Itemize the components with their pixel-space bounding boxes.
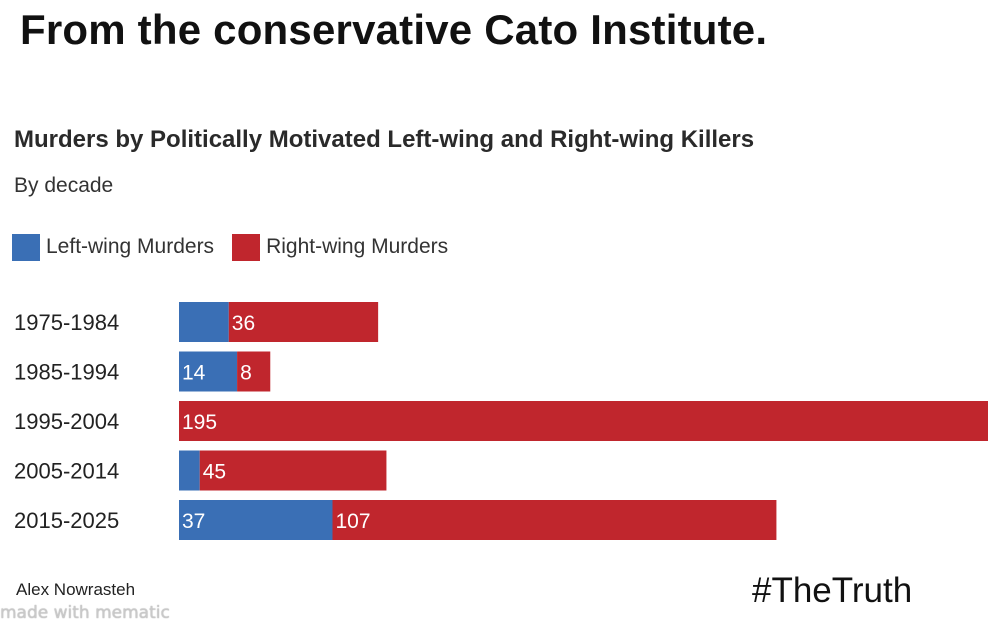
data-label-right-wing-2015-2025: 107 (336, 510, 371, 533)
bar-right-wing-1995-2004 (179, 401, 988, 441)
chart-legend: Left-wing Murders Right-wing Murders (12, 232, 466, 262)
category-label-1995-2004: 1995-2004 (14, 409, 119, 434)
legend-label-left-wing: Left-wing Murders (46, 235, 215, 258)
bar-chart: 1975-1984 36 1985-1994 14 8 1995-2004 195 2005-… (14, 302, 988, 540)
bar-left-wing-2005-2014 (179, 450, 200, 491)
data-label-left-wing-2015-2025: 37 (182, 510, 205, 533)
legend-swatch-left-wing (12, 233, 40, 261)
bar-right-wing-2005-2014 (199, 450, 387, 491)
chart-title: Murders by Politically Motivated Left-wi… (14, 126, 755, 153)
bar-left-wing-1985-1994 (179, 351, 238, 392)
category-label-1985-1994: 1985-1994 (14, 360, 119, 385)
hashtag: #TheTruth (752, 571, 913, 610)
category-label-1975-1984: 1975-1984 (14, 310, 119, 335)
legend-label-right-wing: Right-wing Murders (266, 235, 449, 258)
bar-right-wing-1985-1994 (237, 351, 271, 392)
data-label-left-wing-1985-1994: 14 (182, 362, 206, 385)
legend-item-left-wing: Left-wing Murders (12, 233, 215, 261)
headline: From the conservative Cato Institute. (20, 6, 768, 53)
bar-left-wing-1975-1984 (179, 302, 229, 342)
data-label-right-wing-1995-2004: 195 (182, 411, 217, 434)
legend-swatch-right-wing (232, 233, 261, 261)
data-label-right-wing-1975-1984: 36 (232, 312, 255, 335)
watermark: made with mematic (0, 603, 170, 623)
source-credit: Alex Nowrasteh (16, 580, 136, 599)
data-label-right-wing-2005-2014: 45 (203, 461, 226, 484)
legend-item-right-wing: Right-wing Murders (232, 233, 449, 261)
category-label-2015-2025: 2015-2025 (14, 508, 119, 533)
bar-right-wing-1975-1984 (228, 302, 379, 342)
data-label-right-wing-1985-1994: 8 (240, 362, 252, 385)
chart-subtitle: By decade (14, 174, 114, 197)
bar-right-wing-2015-2025 (332, 500, 777, 540)
category-label-2005-2014: 2005-2014 (14, 459, 119, 484)
bar-left-wing-2015-2025 (179, 500, 333, 540)
